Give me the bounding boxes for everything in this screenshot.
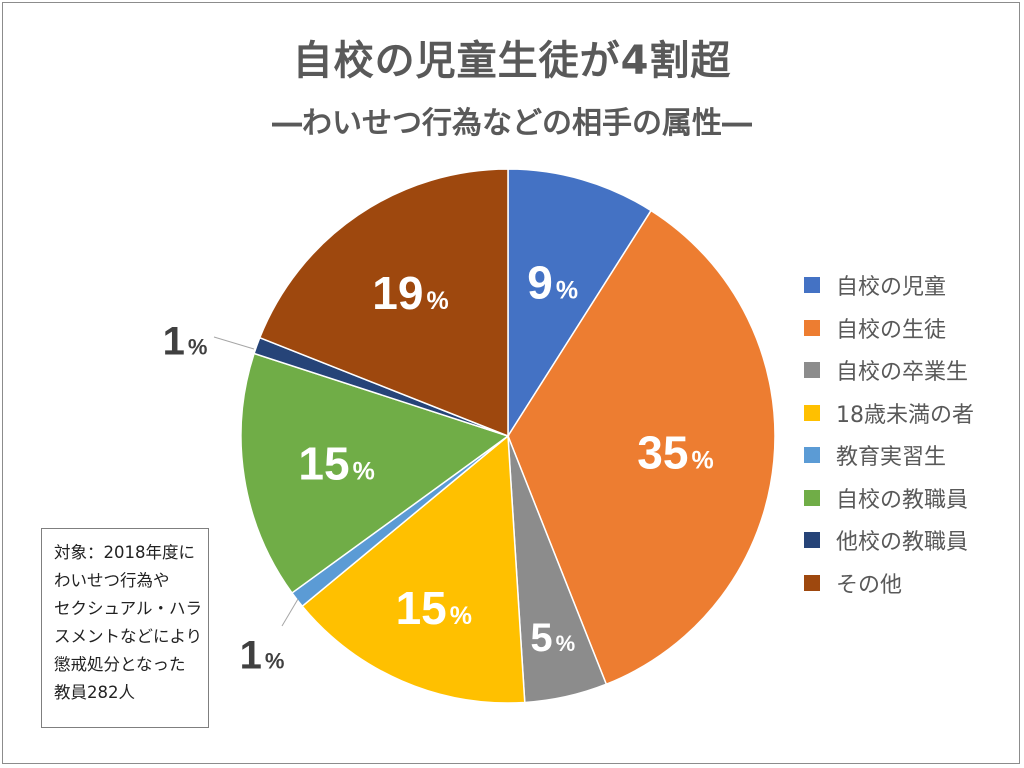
legend-item-4: 18歳未満の者 — [804, 392, 974, 435]
legend-label: 教育実習生 — [836, 445, 947, 471]
legend-item-8: その他 — [804, 562, 974, 605]
legend-swatch — [804, 404, 820, 421]
chart-subtitle: ―わいせつ行為などの相手の属性― — [272, 106, 752, 141]
legend-item-5: 教育実習生 — [804, 434, 974, 477]
leader-line-7 — [213, 336, 255, 350]
note-line-6: 教員282人 — [54, 683, 135, 702]
pie-slice-6 — [240, 352, 510, 594]
data-label-5: 1% — [240, 633, 285, 677]
legend-label: 自校の生徒 — [836, 317, 947, 343]
legend-item-2: 自校の生徒 — [804, 307, 974, 350]
legend-item-6: 自校の教職員 — [804, 477, 974, 520]
pie-slice-4 — [301, 434, 526, 704]
data-label-4: 15% — [396, 582, 472, 634]
note-line-2: わいせつ行為や — [54, 571, 170, 590]
data-label-1: 9% — [527, 257, 578, 309]
note-line-3: セクシュアル・ハラ — [54, 599, 203, 618]
legend-swatch — [804, 447, 820, 464]
legend-label: 他校の教職員 — [836, 530, 969, 556]
note-line-1: 対象：2018年度に — [54, 543, 195, 562]
pie-slice-1 — [507, 168, 653, 439]
data-label-7: 1% — [163, 319, 208, 363]
chart-title: 自校の児童生徒が4割超 — [292, 38, 732, 84]
legend-item-3: 自校の卒業生 — [804, 349, 974, 392]
data-label-2: 35% — [637, 426, 713, 478]
data-label-8: 19% — [372, 267, 448, 319]
legend-label: 自校の卒業生 — [836, 360, 969, 386]
legend-swatch — [804, 277, 820, 294]
legend-swatch — [804, 574, 820, 591]
legend-label: 自校の児童 — [836, 275, 947, 301]
legend-swatch — [804, 362, 820, 379]
legend-swatch — [804, 319, 820, 336]
pie-slice-2 — [507, 209, 776, 686]
leader-line-5 — [281, 598, 299, 627]
legend-label: その他 — [836, 572, 903, 598]
pie-slice-8 — [258, 168, 509, 438]
legend-item-7: 他校の教職員 — [804, 519, 974, 562]
chart-legend: 自校の児童自校の生徒自校の卒業生 18歳未満の者 教育実習生自校の教職員 他校の教職員… — [804, 264, 974, 604]
data-label-3: 5% — [530, 616, 575, 660]
legend-swatch — [804, 489, 820, 506]
legend-label: 自校の教職員 — [836, 487, 969, 513]
note-line-4: スメントなどにより — [54, 627, 203, 646]
legend-swatch — [804, 532, 820, 549]
legend-item-1: 自校の児童 — [804, 264, 974, 307]
legend-label: 18歳未満の者 — [836, 402, 974, 428]
data-label-6: 15% — [298, 438, 374, 490]
note-line-5: 懲戒処分となった — [54, 655, 186, 674]
note-box: 対象：2018年度に わいせつ行為やセクシュアル・ハラ スメントなどにより 懲戒処分と… — [41, 528, 209, 728]
